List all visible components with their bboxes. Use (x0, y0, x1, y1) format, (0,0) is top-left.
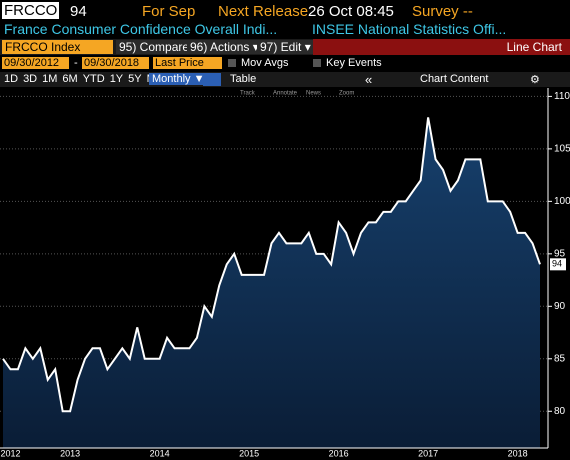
view-bar (313, 39, 570, 55)
y-tick-label: 95 (554, 248, 566, 259)
chart-tool: Zoom (339, 91, 354, 97)
period-button[interactable]: 1D (4, 73, 19, 85)
edit-button[interactable]: 97) Edit ▾ (257, 40, 314, 54)
field-select[interactable]: Last Price (153, 57, 222, 69)
last-value-tag (550, 258, 566, 271)
x-tick-label: 2012 (0, 448, 20, 458)
key-events[interactable]: Key Events (326, 57, 382, 69)
y-tick-label: 85 (554, 353, 566, 364)
actions-button[interactable]: 96) Actions ▾ (187, 40, 262, 54)
end-date[interactable]: 09/30/2018 (82, 57, 150, 69)
view-label: Line Chart (506, 40, 562, 54)
next-release: 26 Oct 08:45 (308, 3, 394, 20)
y-tick-label: 100 (554, 196, 570, 207)
chart-tool: Track (240, 91, 256, 97)
description: France Consumer Confidence Overall Indi.… (4, 21, 278, 37)
x-tick-label: 2013 (60, 448, 80, 458)
period: For Sep (142, 3, 196, 20)
range-separator: - (74, 57, 78, 69)
ticker: FRCCO (2, 2, 60, 19)
y-tick-label: 110 (554, 91, 570, 102)
period-buttons: 1D3D1M6MYTD1Y5YMax (4, 73, 167, 85)
chart-content[interactable]: Chart Content (420, 73, 489, 85)
period-bar (0, 72, 570, 87)
collapse-button[interactable]: « (365, 72, 373, 87)
source: INSEE National Statistics Offi... (312, 21, 507, 37)
survey: Survey -- (412, 3, 473, 20)
last-value-label: 94 (552, 259, 562, 269)
y-tick-label: 105 (554, 144, 570, 155)
period-button[interactable]: 3D (23, 73, 38, 85)
start-date[interactable]: 09/30/2012 (2, 57, 70, 69)
x-tick-label: 2014 (150, 448, 170, 458)
x-tick-label: 2016 (329, 448, 349, 458)
x-axis-strip (0, 448, 570, 460)
frequency-select[interactable]: Monthly ▼ (149, 73, 208, 85)
period-button[interactable]: 1M (42, 73, 58, 85)
chart-tool: Annotate (273, 91, 298, 97)
chart-tool: News (306, 91, 321, 97)
period-button[interactable]: YTD (82, 73, 105, 85)
y-tick-label: 80 (554, 406, 566, 417)
last-value: 94 (70, 3, 87, 20)
mov-avgs[interactable]: Mov Avgs (241, 57, 289, 69)
x-tick-label: 2017 (418, 448, 438, 458)
y-tick-label: 90 (554, 301, 566, 312)
table-button[interactable]: Table (230, 73, 257, 85)
settings-icon[interactable]: ⚙ (530, 74, 540, 86)
area (3, 117, 540, 448)
period-button[interactable]: 6M (62, 73, 78, 85)
checkbox[interactable] (313, 59, 321, 67)
period-button[interactable]: 1Y (109, 73, 124, 85)
line (2, 117, 541, 413)
checkbox[interactable] (228, 59, 236, 67)
period-button[interactable]: 5Y (128, 73, 142, 85)
chart-icon[interactable] (203, 73, 221, 86)
x-tick-label: 2015 (239, 448, 259, 458)
x-tick-label: 2018 (508, 448, 528, 458)
security-field[interactable]: FRCCO Index (2, 40, 113, 54)
chart: Track Annotate News Zoom 80 85 90 95 100 105 110 20… (0, 88, 570, 460)
next-release-label: Next Release (218, 3, 309, 20)
compare-button[interactable]: 95) Compare (116, 40, 193, 54)
